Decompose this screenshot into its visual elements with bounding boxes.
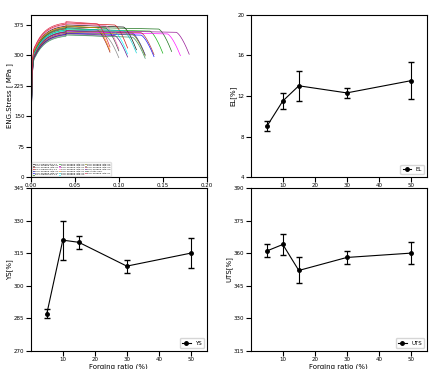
Y-axis label: EL[%]: EL[%] — [229, 86, 236, 106]
Legend: 5%-Forging rate-#1, 10%-Forging rate-#1, 15%-Forging rate-#1, 5%-Forging rate-#2: 5%-Forging rate-#1, 10%-Forging rate-#1,… — [32, 162, 111, 176]
Legend: EL: EL — [400, 165, 424, 174]
Y-axis label: YS[%]: YS[%] — [6, 259, 13, 280]
Text: (a): (a) — [111, 201, 127, 211]
Legend: UTS: UTS — [396, 338, 424, 348]
Legend: YS: YS — [180, 338, 204, 348]
Y-axis label: UTS[%]: UTS[%] — [226, 256, 233, 282]
Text: (b): (b) — [331, 201, 347, 211]
X-axis label: Forging ratio (%): Forging ratio (%) — [309, 363, 368, 369]
X-axis label: Forging ratio (%): Forging ratio (%) — [309, 190, 368, 196]
X-axis label: Strain: Strain — [108, 190, 129, 196]
Y-axis label: ENG.Stress [ MPa ]: ENG.Stress [ MPa ] — [6, 63, 13, 128]
X-axis label: Forging ratio (%): Forging ratio (%) — [89, 363, 148, 369]
